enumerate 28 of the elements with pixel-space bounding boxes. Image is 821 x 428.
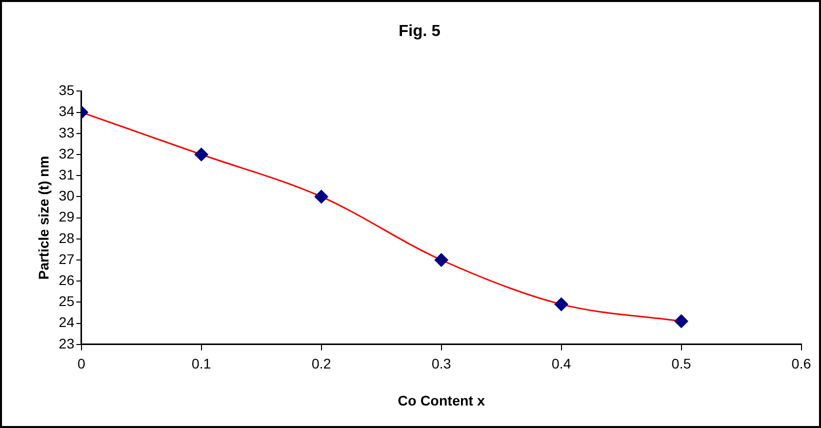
chart-title: Fig. 5 [398, 23, 440, 40]
y-tick-label: 33 [58, 124, 75, 140]
point [674, 314, 688, 328]
x-tick-label: 0.3 [432, 356, 452, 372]
point [194, 148, 208, 162]
point [434, 253, 448, 267]
y-tick-label: 27 [58, 250, 75, 267]
y-tick-label: 30 [58, 188, 75, 204]
x-tick-label: 0 [77, 356, 86, 372]
y-tick-label: 28 [58, 230, 75, 246]
x-axis-title: Co Content x [398, 392, 486, 408]
y-tick-label: 31 [58, 166, 75, 182]
x-tick-label: 0.6 [792, 356, 812, 372]
y-tick-label: 25 [58, 293, 75, 310]
x-tick-label: 0.1 [192, 356, 212, 372]
y-tick-label: 35 [58, 82, 75, 98]
x-tick-label: 0.5 [672, 356, 692, 372]
y-tick-label: 24 [58, 314, 75, 330]
x-tick-label: 0.4 [552, 356, 572, 372]
y-tick-label: 32 [58, 145, 75, 162]
x-tick-label: 0.2 [312, 356, 332, 372]
point [554, 298, 568, 312]
y-tick-label: 29 [58, 208, 75, 225]
y-tick-label: 26 [58, 272, 75, 288]
point [314, 190, 328, 204]
y-tick-label: 34 [58, 103, 75, 120]
y-tick-label: 23 [58, 335, 75, 352]
y-axis-title: Particle size (t) nm [35, 156, 52, 280]
